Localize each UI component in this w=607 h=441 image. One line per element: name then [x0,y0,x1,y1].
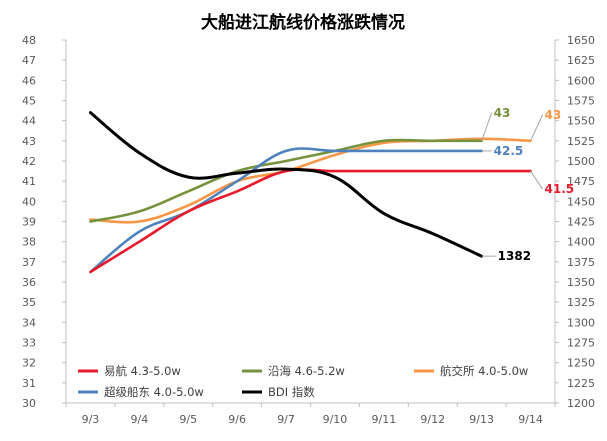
left-tick-label: 37 [22,256,36,269]
right-tick-label: 1350 [567,276,595,289]
plot-area [89,111,532,274]
left-tick-label: 33 [22,337,36,350]
right-tick-label: 1550 [567,115,595,128]
left-tick-label: 39 [22,216,36,229]
x-tick-label: 9/13 [469,413,494,426]
left-tick-label: 30 [22,397,36,410]
left-tick-label: 47 [22,54,36,67]
right-tick-label: 1250 [567,357,595,370]
end-label-leader [530,170,543,190]
x-tick-label: 9/12 [420,413,445,426]
x-tick-label: 9/14 [518,413,543,426]
right-axis: 1200 1225 1250 1275 1300 1325 1350 1375 1400 1425… [554,34,595,410]
end-label-leader [481,112,493,142]
legend-label: BDI 指数 [268,385,315,399]
left-tick-label: 36 [22,276,36,289]
legend-label: 超级船东 4.0-5.0w [104,385,204,399]
left-tick-label: 31 [22,377,36,390]
x-tick-label: 9/3 [82,413,100,426]
right-tick-label: 1400 [567,236,595,249]
right-tick-label: 1575 [567,95,595,108]
right-tick-label: 1600 [567,74,595,87]
right-tick-label: 1525 [567,135,595,148]
right-tick-label: 1300 [567,316,595,329]
series-line-1 [89,138,483,223]
left-tick-label: 34 [22,316,36,329]
x-axis: 9/3 9/4 9/5 9/6 9/7 9/10 9/11 9/12 9/13 9/14 [65,402,556,426]
end-label-leader [530,114,544,142]
legend-label: 易航 4.3-5.0w [104,364,181,378]
left-tick-label: 40 [22,195,36,208]
right-tick-label: 1325 [567,296,595,309]
right-tick-label: 1275 [567,337,595,350]
right-tick-label: 1650 [567,34,595,47]
end-label: 43 [494,106,511,120]
left-tick-label: 32 [22,357,36,370]
left-axis: 30 31 32 33 34 35 36 37 38 39 40 41 42 43 44 45 46 47 48 [22,34,67,410]
x-tick-label: 9/11 [371,413,396,426]
right-tick-label: 1450 [567,195,595,208]
x-tick-label: 9/4 [130,413,148,426]
right-tick-label: 1225 [567,377,595,390]
left-tick-label: 35 [22,296,36,309]
series-line-3 [89,147,483,274]
end-label: 43 [545,108,562,122]
legend-label: 沿海 4.6-5.2w [268,364,345,378]
end-label: 1382 [498,249,531,263]
end-label: 42.5 [494,144,524,158]
legend-label: 航交所 4.0-5.0w [440,364,528,378]
left-tick-label: 48 [22,34,36,47]
right-tick-label: 1625 [567,54,595,67]
right-tick-label: 1200 [567,397,595,410]
end-labels: 41.5 43 43 42.5 1382 [481,106,575,263]
right-tick-label: 1375 [567,256,595,269]
chart-title: 大船进江航线价格涨跌情况 [201,12,405,33]
series-line-4 [89,111,484,258]
x-tick-label: 9/7 [277,413,295,426]
left-tick-label: 46 [22,74,36,87]
x-tick-label: 9/5 [179,413,197,426]
end-label: 41.5 [545,182,575,196]
x-tick-label: 9/10 [323,413,348,426]
x-tick-label: 9/6 [228,413,246,426]
legend: 易航 4.3-5.0w 沿海 4.6-5.2w 航交所 4.0-5.0w 超级船东 4… [78,364,528,399]
series-line-0 [89,168,532,274]
right-tick-label: 1500 [567,155,595,168]
left-tick-label: 44 [22,115,36,128]
right-tick-label: 1475 [567,175,595,188]
left-tick-label: 38 [22,236,36,249]
left-tick-label: 45 [22,95,36,108]
left-tick-label: 41 [22,175,36,188]
right-tick-label: 1425 [567,216,595,229]
left-tick-label: 43 [22,135,36,148]
left-tick-label: 42 [22,155,36,168]
